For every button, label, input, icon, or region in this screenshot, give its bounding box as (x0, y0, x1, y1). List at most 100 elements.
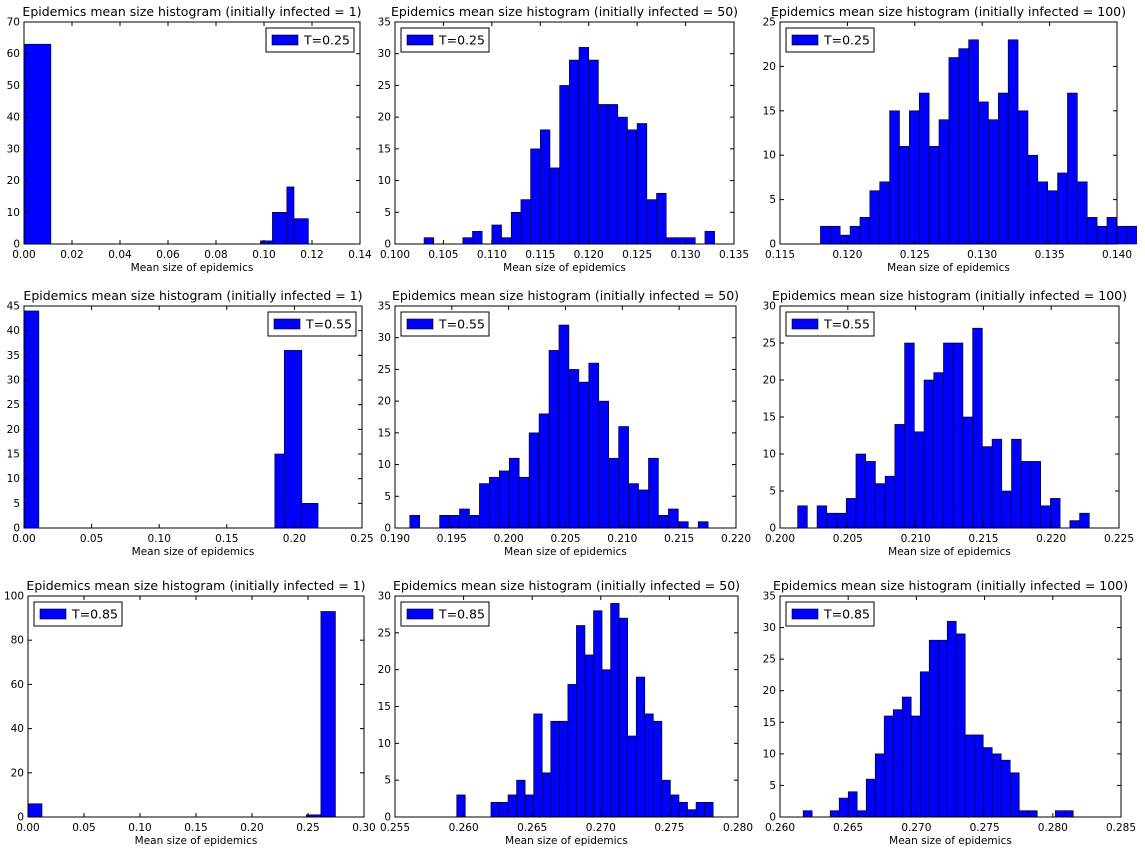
legend-label: T=0.55 (823, 317, 870, 332)
histogram-bar (928, 639, 939, 818)
legend: T=0.85 (400, 601, 490, 627)
y-tick-label: 20 (11, 767, 24, 779)
histogram-bar (685, 237, 696, 245)
x-tick-label: 0.02 (60, 249, 83, 261)
histogram-bar (856, 810, 867, 818)
subplot-8: 0.255 0.260 0.265 0.270 0.275 0.280 0 5 10 15 20 25… (378, 578, 753, 847)
histogram-bar (678, 521, 689, 529)
histogram-bar (919, 671, 930, 818)
y-tick-label: 10 (378, 738, 391, 750)
y-tick-label: 5 (769, 486, 776, 498)
subplot-3: 0.115 0.120 0.125 0.130 0.135 0.140 0 5 10 15 20 25… (763, 4, 1137, 274)
histogram-bar (508, 457, 520, 529)
histogram-bar (1040, 505, 1051, 529)
legend-label: T=0.85 (71, 607, 118, 622)
y-tick-label: 30 (763, 301, 776, 313)
legend-label: T=0.55 (305, 317, 352, 332)
histogram-bar (530, 148, 541, 245)
histogram-bar (1054, 810, 1065, 818)
histogram-bar (1011, 438, 1022, 529)
histogram-bar (904, 342, 915, 529)
histogram-bar (550, 720, 560, 818)
y-tick-label: 80 (11, 635, 24, 647)
x-axis-label: Mean size of epidemics (505, 835, 628, 847)
histogram-bar (910, 715, 921, 818)
histogram-bar (1027, 810, 1038, 818)
y-tick-label: 40 (7, 325, 20, 337)
x-tick-label: 0.00 (12, 533, 35, 545)
x-tick-label: 0.25 (296, 822, 319, 834)
histogram-bar (648, 457, 659, 529)
x-tick-label: 0.195 (437, 533, 467, 545)
histogram-bar (1001, 490, 1012, 529)
chart-title: Epidemics mean size histogram (initially… (391, 4, 738, 19)
x-tick-label: 0.205 (833, 533, 863, 545)
histogram-bar (1047, 190, 1058, 245)
x-tick-label: 0.135 (719, 249, 749, 261)
histogram-bar (943, 342, 954, 529)
histogram-bar (909, 110, 920, 245)
axes-frame (779, 595, 1122, 818)
y-tick-label: 10 (7, 473, 20, 485)
y-tick-label: 5 (769, 780, 776, 792)
histogram-bar (578, 381, 590, 529)
histogram-bar (845, 498, 857, 529)
y-tick-label: 0 (384, 239, 391, 251)
histogram-bar (635, 676, 646, 818)
subplot-2: 0.100 0.105 0.110 0.115 0.120 0.125 0.130 0.135… (378, 4, 749, 274)
y-tick-label: 25 (378, 80, 391, 92)
x-axis-label: Mean size of epidemics (135, 835, 258, 847)
histogram-bar (23, 43, 52, 245)
histogram-bar (855, 453, 866, 529)
x-tick-label: 0.190 (380, 533, 410, 545)
x-tick-label: 0.10 (252, 249, 275, 261)
legend: T=0.25 (265, 27, 355, 53)
histogram-bar (1000, 759, 1011, 818)
y-tick-label: 15 (378, 143, 391, 155)
histogram-bar (901, 696, 912, 818)
histogram-bar (608, 457, 619, 529)
y-tick-label: 15 (763, 105, 776, 117)
histogram-bar (567, 684, 577, 818)
histogram-bar (687, 809, 697, 818)
histogram-bar (923, 379, 935, 529)
histogram-bar (991, 753, 1002, 818)
x-tick-label: 0.275 (654, 822, 684, 834)
histogram-bar (797, 505, 808, 529)
histogram-bar (1086, 217, 1098, 245)
legend-swatch (791, 34, 819, 46)
histogram-bar (507, 794, 517, 818)
histogram-bar (593, 610, 603, 818)
y-tick-label: 30 (7, 375, 20, 387)
histogram-bar (1017, 110, 1029, 245)
histogram-bar (498, 470, 510, 529)
legend-swatch (791, 318, 819, 330)
axes-frame (394, 21, 735, 245)
subplot-9: 0.260 0.265 0.270 0.275 0.280 0.285 0 5 10 15 20 25… (763, 578, 1136, 847)
histogram-bar (665, 237, 677, 245)
histogram-bar (899, 146, 910, 245)
histogram-bar (618, 617, 628, 818)
legend: T=0.85 (785, 601, 875, 627)
x-tick-label: 0.130 (967, 249, 997, 261)
histogram-bar (27, 803, 43, 818)
x-axis-label: Mean size of epidemics (887, 262, 1010, 274)
histogram-bar (286, 186, 295, 245)
histogram-bar (462, 237, 473, 245)
x-tick-label: 0.05 (72, 822, 95, 834)
y-tick-label: 25 (378, 627, 391, 639)
histogram-bar (670, 794, 680, 818)
x-tick-label: 0.225 (1104, 533, 1134, 545)
x-tick-label: 0.08 (204, 249, 227, 261)
x-tick-label: 0.265 (517, 822, 547, 834)
y-tick-label: 20 (763, 61, 776, 73)
histogram-bar (869, 190, 881, 245)
x-tick-label: 0.255 (380, 822, 410, 834)
x-tick-label: 0.280 (1038, 822, 1068, 834)
y-tick-label: 25 (763, 338, 776, 350)
y-tick-label: 30 (378, 332, 391, 344)
y-tick-label: 20 (7, 424, 20, 436)
y-tick-label: 15 (763, 412, 776, 424)
x-tick-label: 0.00 (16, 822, 39, 834)
x-tick-label: 0.12 (300, 249, 323, 261)
